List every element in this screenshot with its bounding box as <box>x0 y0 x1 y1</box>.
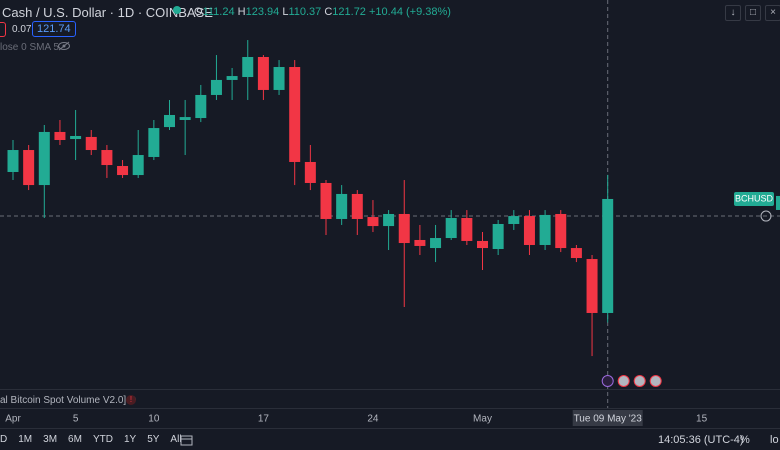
x-tick-label: 5 <box>73 414 79 425</box>
candle-body <box>539 214 551 245</box>
candle-body <box>367 217 379 227</box>
range-bar: D 1M 3M 6M YTD 1Y 5Y All <box>0 434 193 445</box>
candle-body <box>117 166 129 176</box>
buy-box[interactable]: 121.74 <box>32 21 76 37</box>
candle-body <box>320 182 332 219</box>
ohlc-legend: O111.24 H123.94 L110.37 C121.72 +10.44 (… <box>194 6 451 18</box>
legend-value: 123.94 <box>245 6 280 18</box>
candle-body <box>304 161 316 183</box>
spread-value: 0.07 <box>12 24 32 35</box>
candle-body <box>602 198 614 313</box>
maximize-button[interactable]: □ <box>745 5 761 21</box>
candle-body <box>351 193 363 219</box>
error-icon[interactable]: ! <box>126 395 136 405</box>
candle-body <box>38 131 50 186</box>
range-button[interactable]: 5Y <box>147 434 160 445</box>
close-button[interactable]: × <box>765 5 780 21</box>
date-range-icon[interactable] <box>180 434 194 446</box>
volume-label: al Bitcoin Spot Volume V2.0] <box>0 395 127 406</box>
legend-value: 110.37 <box>288 6 322 18</box>
candle-body <box>179 117 191 120</box>
x-tick-label: May <box>473 414 492 425</box>
candle-body <box>273 67 285 90</box>
range-button[interactable]: YTD <box>92 434 113 445</box>
range-button[interactable]: All <box>170 434 182 445</box>
toolbar-separator <box>0 428 780 429</box>
candle-body <box>164 114 175 128</box>
market-status[interactable] <box>173 6 181 14</box>
candle-body <box>477 240 488 249</box>
legend-change: +10.44 (+9.38%) <box>369 6 451 18</box>
axis-separator <box>0 408 780 409</box>
price-label: BCHUSD <box>735 193 774 203</box>
candle-body <box>555 213 567 249</box>
candle-body <box>7 150 19 172</box>
candle-body <box>508 216 520 224</box>
legend-key: L <box>282 6 289 18</box>
range-button[interactable]: 1M <box>18 434 33 445</box>
candle-body <box>101 150 113 166</box>
candle-body <box>54 131 66 141</box>
candle-body <box>383 213 395 227</box>
legend-key: H <box>237 6 246 18</box>
x-tick-label: 17 <box>258 414 270 425</box>
range-button[interactable]: 6M <box>68 434 82 445</box>
sma-indicator[interactable]: lose 0 SMA 5 <box>0 42 59 53</box>
candle-body <box>195 94 207 119</box>
candle-body <box>336 193 348 219</box>
candle-body <box>570 248 582 259</box>
candle-body <box>289 67 301 162</box>
candle-body <box>70 135 82 140</box>
event-icon <box>649 375 662 387</box>
x-tick-label: 24 <box>367 414 379 425</box>
collapse-button[interactable]: ↓ <box>725 5 741 21</box>
candle-body <box>461 218 473 241</box>
candle-body <box>210 79 222 95</box>
candle-body <box>430 238 442 249</box>
candle-body <box>242 57 254 78</box>
candle-body <box>414 239 426 246</box>
pane-separator <box>0 389 780 390</box>
volume-indicator[interactable]: al Bitcoin Spot Volume V2.0] D <box>0 395 136 406</box>
price-edge <box>776 195 780 210</box>
price-label-box <box>734 191 774 206</box>
percent-toggle[interactable]: % <box>740 434 750 446</box>
candle-body <box>523 216 535 245</box>
candle-body <box>445 218 457 239</box>
event-icon <box>617 375 630 387</box>
candle-body <box>23 150 35 186</box>
symbol-title[interactable]: Cash / U.S. Dollar · 1D · COINBASE <box>2 5 213 20</box>
clock[interactable]: 14:05:36 (UTC-4) <box>658 434 744 446</box>
candle-body <box>132 155 144 176</box>
legend-key: C <box>324 6 333 18</box>
add-alert <box>760 210 772 222</box>
log-toggle[interactable]: lo <box>770 434 779 446</box>
crosshair-date-box <box>572 410 643 426</box>
crosshair-date: Tue 09 May '23 <box>574 414 643 425</box>
candle-body <box>398 213 410 244</box>
candle-body <box>492 223 504 250</box>
candle-body <box>148 128 160 157</box>
candle-body <box>257 57 269 90</box>
range-button[interactable]: D <box>0 434 8 445</box>
x-tick-label: 15 <box>696 414 708 425</box>
event-icon <box>601 375 614 387</box>
sell-box[interactable] <box>0 22 6 37</box>
range-button[interactable]: 3M <box>43 434 58 445</box>
range-button[interactable]: 1Y <box>123 434 137 445</box>
candle-body <box>85 136 97 151</box>
event-icon <box>633 375 646 387</box>
x-tick-label: 10 <box>148 414 160 425</box>
candle-body <box>226 76 238 80</box>
candle-body <box>586 259 598 313</box>
x-tick-label: Apr <box>5 414 21 425</box>
hide-icon[interactable] <box>57 41 71 51</box>
legend-value: 111.24 <box>202 6 235 18</box>
legend-key: O <box>194 6 203 18</box>
legend-value: 121.72 <box>332 6 366 18</box>
